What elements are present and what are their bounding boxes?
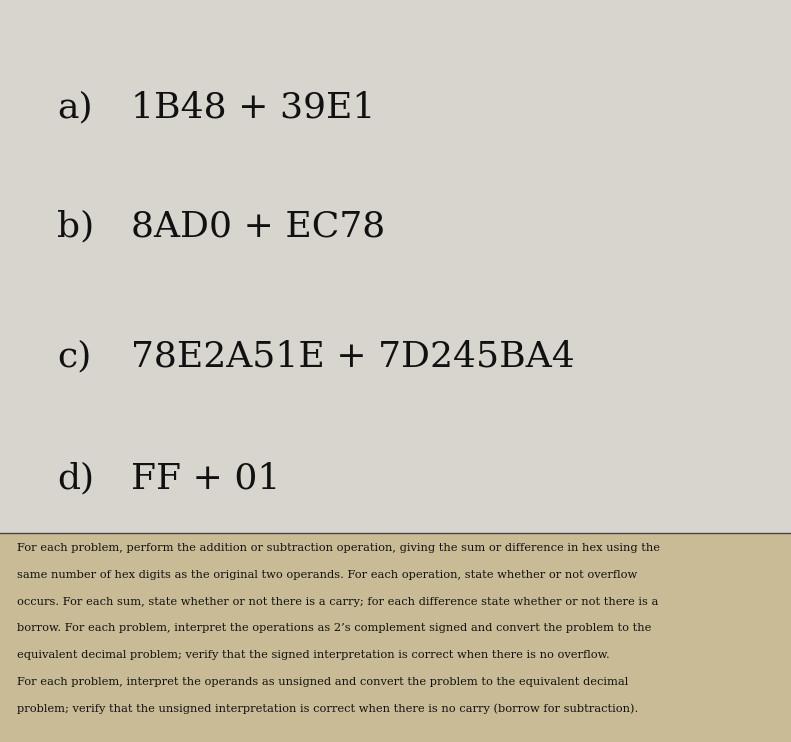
Text: borrow. For each problem, interpret the operations as 2’s complement signed and : borrow. For each problem, interpret the … <box>17 623 652 633</box>
Text: problem; verify that the unsigned interpretation is correct when there is no car: problem; verify that the unsigned interp… <box>17 703 638 714</box>
Text: 8AD0 + EC78: 8AD0 + EC78 <box>131 209 384 243</box>
Text: c): c) <box>57 339 91 373</box>
Text: same number of hex digits as the original two operands. For each operation, stat: same number of hex digits as the origina… <box>17 570 638 580</box>
Text: equivalent decimal problem; verify that the signed interpretation is correct whe: equivalent decimal problem; verify that … <box>17 650 610 660</box>
Text: 78E2A51E + 7D245BA4: 78E2A51E + 7D245BA4 <box>131 339 574 373</box>
Text: d): d) <box>57 462 94 496</box>
Text: For each problem, perform the addition or subtraction operation, giving the sum : For each problem, perform the addition o… <box>17 543 660 553</box>
Text: 1B48 + 39E1: 1B48 + 39E1 <box>131 91 375 125</box>
Bar <box>0 0 791 533</box>
Text: a): a) <box>57 91 93 125</box>
Bar <box>0 533 791 742</box>
Text: For each problem, interpret the operands as unsigned and convert the problem to : For each problem, interpret the operands… <box>17 677 629 686</box>
Text: occurs. For each sum, state whether or not there is a carry; for each difference: occurs. For each sum, state whether or n… <box>17 597 659 606</box>
Text: FF + 01: FF + 01 <box>131 462 280 496</box>
Text: b): b) <box>57 209 94 243</box>
